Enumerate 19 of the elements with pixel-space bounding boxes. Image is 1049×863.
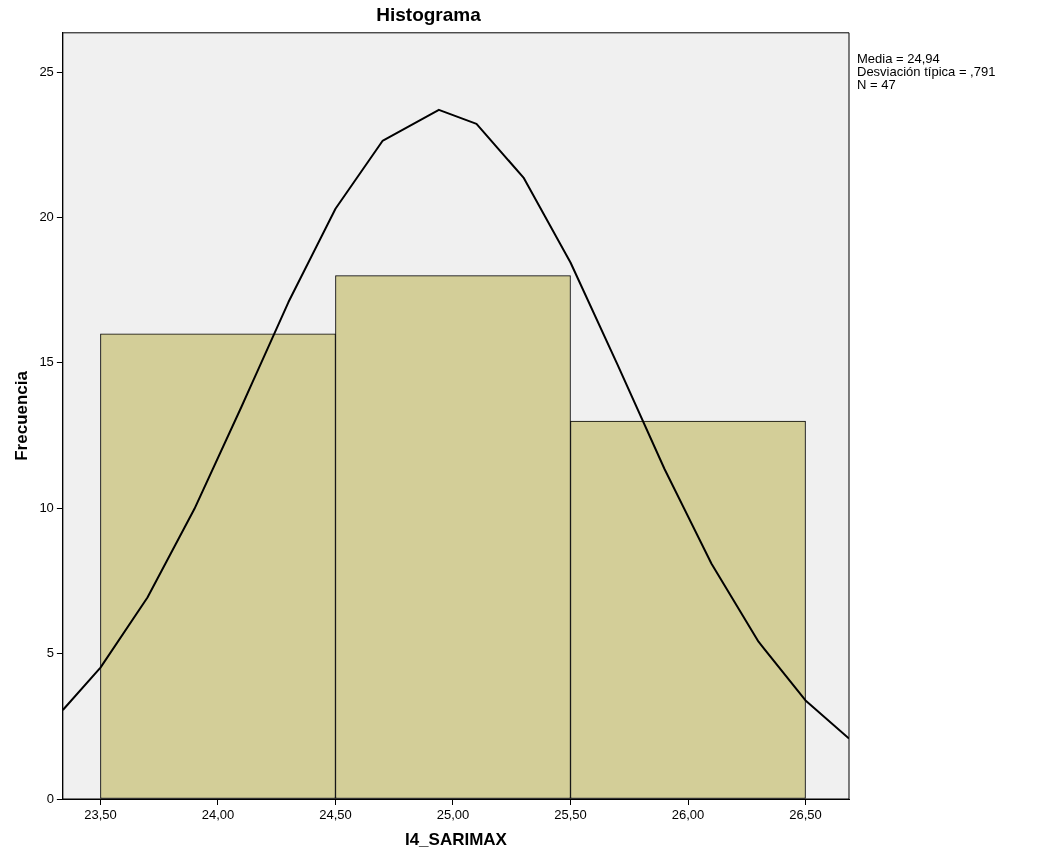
x-tick-label: 23,50: [84, 807, 117, 823]
y-tick-label: 10: [39, 499, 54, 515]
x-tick-label: 24,00: [201, 807, 235, 823]
y-axis-title: Frecuencia: [11, 370, 31, 461]
x-tick-label: 25,00: [436, 807, 470, 823]
y-tick-label: 0: [46, 790, 54, 806]
y-tick-label: 20: [39, 209, 54, 225]
x-tick-label: 26,50: [789, 807, 822, 823]
y-tick-label: 25: [39, 63, 54, 79]
chart-title: Histograma: [376, 3, 482, 25]
y-tick-label: 5: [46, 645, 54, 661]
text: Media = 24,94: [857, 50, 940, 66]
x-tick-label: 24,50: [319, 807, 352, 823]
x-tick-label: 25,50: [554, 807, 587, 823]
text: N = 47: [857, 76, 896, 92]
text: Desviación típica = ,791: [857, 63, 996, 79]
x-tick-label: 26,00: [671, 807, 705, 823]
y-tick-label: 15: [39, 354, 54, 370]
x-axis-title: I4_SARIMAX: [404, 830, 508, 850]
